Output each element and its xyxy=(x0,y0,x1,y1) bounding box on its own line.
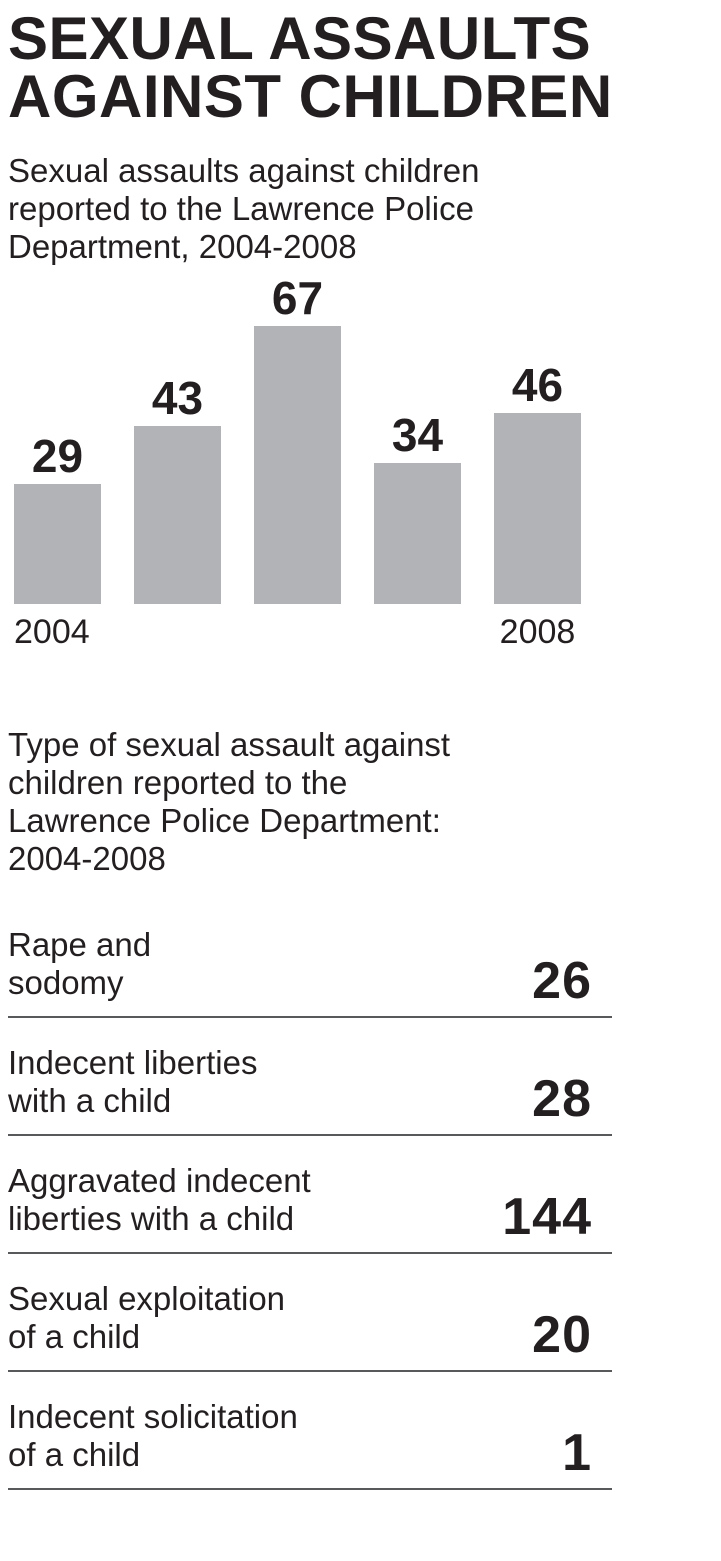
row-value: 28 xyxy=(532,1070,592,1128)
row-value: 26 xyxy=(532,952,592,1010)
table-heading: Type of sexual assault against children … xyxy=(8,726,721,878)
x-axis-label-2004: 2004 xyxy=(14,613,90,651)
assault-type-table: Rape and sodomy 26 Indecent liberties wi… xyxy=(8,900,612,1490)
row-label-line-2: of a child xyxy=(8,1318,141,1355)
table-heading-line-2: children reported to the xyxy=(8,764,348,801)
page-title-line-2: AGAINST CHILDREN xyxy=(8,63,613,130)
bar xyxy=(374,463,461,604)
bar-column-2004: 29 xyxy=(14,432,101,604)
row-label: Indecent solicitation of a child xyxy=(8,1398,298,1474)
bar-chart: 29 43 67 34 46 xyxy=(14,274,581,604)
bar xyxy=(134,426,221,604)
chart-subtitle-line-2: reported to the Lawrence Police xyxy=(8,190,474,227)
bar-value-label: 46 xyxy=(511,359,564,411)
row-label: Rape and sodomy xyxy=(8,926,151,1002)
page-title-line-1: SEXUAL ASSAULTS xyxy=(8,5,592,72)
table-heading-line-4: 2004-2008 xyxy=(8,840,166,877)
row-label-line-2: of a child xyxy=(8,1436,141,1473)
x-axis-label-2008: 2008 xyxy=(499,613,576,651)
bar-value-label: 29 xyxy=(31,430,84,482)
bar-column-2007: 34 xyxy=(374,411,461,604)
chart-subtitle-line-3: Department, 2004-2008 xyxy=(8,228,357,265)
row-value: 20 xyxy=(532,1306,592,1364)
bar-value-label: 34 xyxy=(391,409,444,461)
table-heading-line-1: Type of sexual assault against xyxy=(8,726,451,763)
row-label-line-1: Aggravated indecent xyxy=(8,1162,311,1199)
row-label-line-2: liberties with a child xyxy=(8,1200,295,1237)
row-label-line-1: Rape and xyxy=(8,926,152,963)
bar-column-2006: 67 xyxy=(254,274,341,604)
table-row: Aggravated indecent liberties with a chi… xyxy=(8,1136,612,1254)
chart-subtitle-line-1: Sexual assaults against children xyxy=(8,152,480,189)
x-axis: 2004 2008 xyxy=(14,612,581,654)
bar-value-label: 43 xyxy=(151,372,204,424)
page-title: SEXUAL ASSAULTS AGAINST CHILDREN xyxy=(8,5,721,130)
row-value: 1 xyxy=(562,1424,592,1482)
infographic: SEXUAL ASSAULTS AGAINST CHILDREN Sexual … xyxy=(8,5,721,1490)
row-value: 144 xyxy=(502,1188,592,1246)
row-label-line-2: sodomy xyxy=(8,964,124,1001)
row-label: Aggravated indecent liberties with a chi… xyxy=(8,1162,311,1238)
table-row: Rape and sodomy 26 xyxy=(8,900,612,1018)
bar-column-2005: 43 xyxy=(134,374,221,604)
row-label-line-1: Indecent solicitation xyxy=(8,1398,298,1435)
row-label: Sexual exploitation of a child xyxy=(8,1280,285,1356)
table-row: Sexual exploitation of a child 20 xyxy=(8,1254,612,1372)
row-label-line-2: with a child xyxy=(8,1082,172,1119)
row-label-line-1: Indecent liberties xyxy=(8,1044,258,1081)
table-row: Indecent solicitation of a child 1 xyxy=(8,1372,612,1490)
bar xyxy=(254,326,341,604)
bar-value-label: 67 xyxy=(271,272,324,324)
row-label: Indecent liberties with a child xyxy=(8,1044,257,1120)
row-label-line-1: Sexual exploitation xyxy=(8,1280,286,1317)
table-row: Indecent liberties with a child 28 xyxy=(8,1018,612,1136)
table-heading-line-3: Lawrence Police Department: xyxy=(8,802,441,839)
bar-column-2008: 46 xyxy=(494,361,581,604)
bar xyxy=(14,484,101,604)
chart-subtitle: Sexual assaults against children reporte… xyxy=(8,152,721,266)
bar xyxy=(494,413,581,604)
